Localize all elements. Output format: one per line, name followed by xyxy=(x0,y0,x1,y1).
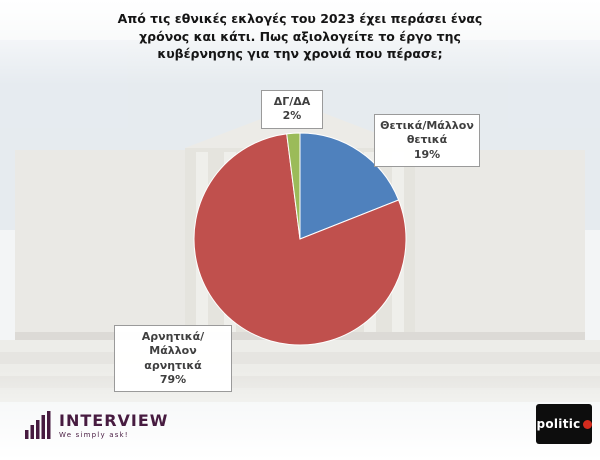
politic-brand-text: politic xyxy=(536,417,581,431)
pie-slice-negative xyxy=(193,133,407,346)
chart-title: Από τις εθνικές εκλογές του 2023 έχει πε… xyxy=(117,11,483,61)
pie-label-positive-text: Θετικά/Μάλλον θετικά xyxy=(380,119,474,147)
interview-brand-text: INTERVIEW xyxy=(59,411,169,430)
pie-label-positive-value: 19% xyxy=(413,147,441,161)
pie-slice-dk-da xyxy=(286,132,301,240)
interview-logo: INTERVIEW We simply ask! xyxy=(24,410,168,440)
interview-tagline-text: We simply ask! xyxy=(59,431,129,439)
pie-label-dk-da: ΔΓ/ΔΑ 2% xyxy=(261,90,323,129)
pie-label-negative-text: Αρνητικά/Μάλλον αρνητικά xyxy=(141,330,205,372)
politic-logo: politic xyxy=(536,404,592,444)
politic-red-dot-icon xyxy=(582,419,592,429)
interview-text-block: INTERVIEW We simply ask! xyxy=(59,411,168,439)
pie-label-positive: Θετικά/Μάλλον θετικά 19% xyxy=(374,114,480,167)
pie-label-negative-value: 79% xyxy=(159,372,187,386)
pie-label-dk-da-text: ΔΓ/ΔΑ xyxy=(273,95,311,108)
pie-label-dk-da-value: 2% xyxy=(282,109,302,123)
pie-label-negative: Αρνητικά/Μάλλον αρνητικά 79% xyxy=(114,325,232,393)
pie-chart xyxy=(193,132,407,346)
interview-bars-icon xyxy=(25,411,51,439)
pie-slice-positive xyxy=(299,132,400,240)
